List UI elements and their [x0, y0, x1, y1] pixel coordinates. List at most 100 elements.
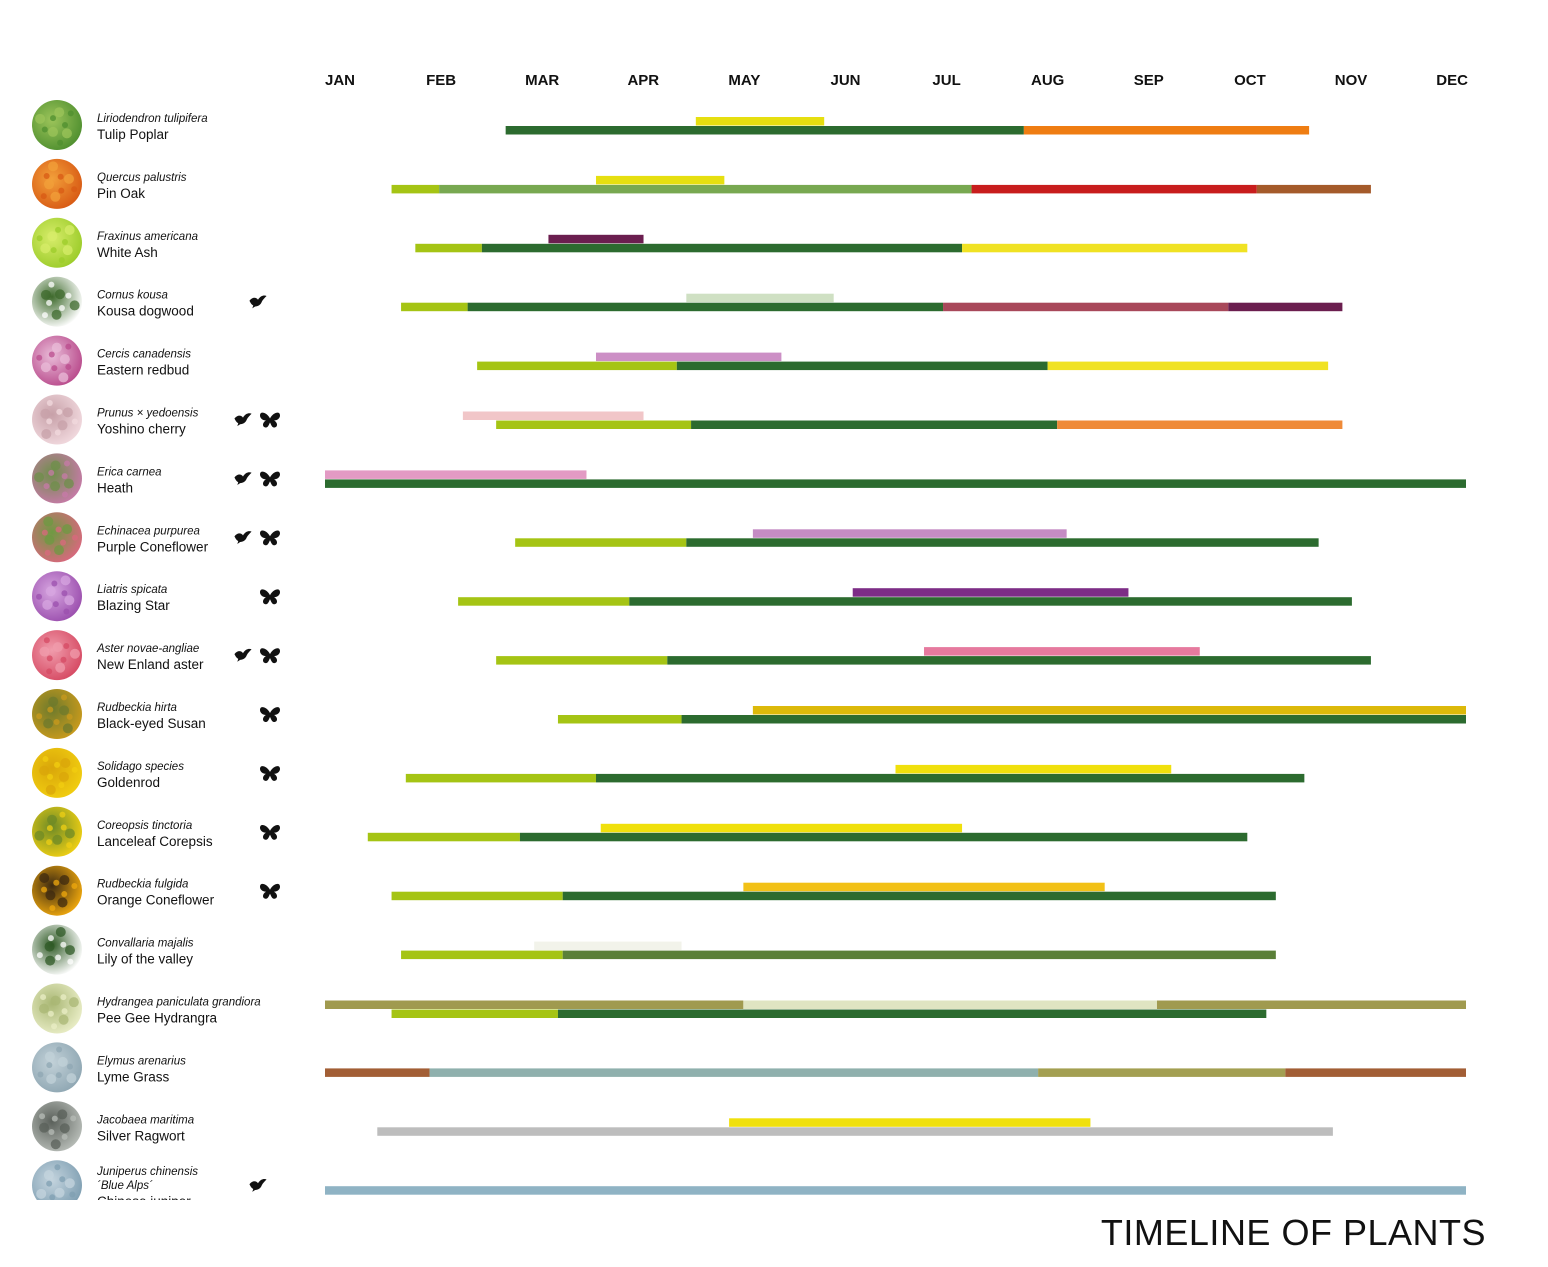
bloom-bar [534, 941, 682, 951]
foliage-bar [391, 891, 563, 901]
plant-photo [32, 512, 82, 563]
plant-row: Hydrangea paniculata grandiora Pee Gee Hy… [32, 983, 261, 1034]
bloom-bar [462, 411, 644, 420]
plant-row: Liatris spicata Blazing Star [32, 571, 280, 622]
foliage-bar [515, 538, 687, 547]
month-axis: JAN FEB MAR APR MAY JUN JUL AUG SEP OCT NOV DEC [325, 72, 1468, 89]
common-name: Lyme Grass [97, 1069, 170, 1084]
timeline-bars [477, 352, 1329, 371]
bloom-bar [743, 882, 1105, 892]
common-name: Eastern redbud [97, 363, 189, 378]
foliage-bar [325, 1186, 1466, 1195]
scientific-name: Liriodendron tulipifera [97, 113, 208, 125]
common-name: Silver Ragwort [97, 1128, 185, 1143]
month-label-nov: NOV [1335, 72, 1368, 89]
foliage-bar [367, 832, 520, 842]
scientific-name: Liatris spicata [97, 584, 167, 596]
wildlife-icons [260, 766, 280, 781]
plant-photo [32, 571, 82, 622]
foliage-bar [691, 420, 1058, 429]
common-name: Blazing Star [97, 598, 170, 613]
foliage-bar [467, 302, 944, 312]
bloom-bar [743, 1000, 1157, 1009]
chart-title: TIMELINE OF PLANTS [1100, 1212, 1486, 1253]
plant-photo [32, 689, 82, 739]
common-name: Purple Coneflower [97, 539, 209, 554]
plant-photo [32, 100, 82, 150]
foliage-bar [481, 243, 963, 253]
plant-row: Rudbeckia hirta Black-eyed Susan [32, 689, 280, 739]
plant-photo [32, 983, 82, 1034]
scientific-name: Hydrangea paniculata grandiora [97, 997, 261, 1009]
common-name: Tulip Poplar [97, 127, 169, 142]
bloom-bar [852, 588, 1129, 597]
butterfly-icon [260, 471, 280, 487]
butterfly-icon [260, 412, 280, 428]
plant-photo [32, 1160, 82, 1200]
plant-photo [32, 276, 82, 327]
foliage-bar [562, 891, 1276, 901]
scientific-name: ´Blue Alps´ [97, 1180, 153, 1192]
foliage-bar [562, 950, 1276, 960]
plant-row: Cercis canadensis Eastern redbud [32, 335, 191, 386]
bloom-bar [600, 823, 963, 833]
plant-row: Convallaria majalis Lily of the valley [32, 924, 194, 975]
foliage-bar [391, 184, 440, 194]
month-label-mar: MAR [525, 72, 559, 89]
scientific-name: Coreopsis tinctoria [97, 820, 192, 832]
plant-row: Juniperus chinensis ´Blue Alps´ Chinese ju… [32, 1160, 267, 1200]
plant-photo [32, 335, 82, 386]
foliage-bar [971, 184, 1257, 194]
foliage-bar [439, 184, 972, 194]
plant-row: Quercus palustris Pin Oak [32, 158, 187, 209]
foliage-bar [505, 126, 1024, 135]
plant-row: Solidago species Goldenrod [32, 747, 280, 798]
foliage-bar [1038, 1068, 1286, 1077]
foliage-bar [1285, 1068, 1466, 1077]
plant-photo [32, 394, 82, 445]
plant-row: Fraxinus americana White Ash [32, 217, 198, 268]
wildlife-icons [234, 648, 280, 664]
plant-row: Erica carnea Heath [32, 453, 280, 504]
timeline-bars [367, 823, 1248, 842]
bloom-bar [895, 764, 1172, 774]
foliage-bar [401, 302, 468, 312]
timeline-bars [458, 588, 1352, 606]
plant-photo [32, 630, 82, 681]
plant-row: Elymus arenarius Lyme Grass [32, 1042, 186, 1093]
timeline-bars [415, 234, 1248, 253]
foliage-bar [557, 1009, 1267, 1018]
plant-photo [32, 924, 82, 975]
foliage-bar [1228, 302, 1343, 312]
timeline-bars [505, 117, 1310, 135]
bird-icon [234, 531, 252, 544]
plant-row: Coreopsis tinctoria Lanceleaf Corepsis [32, 806, 280, 857]
scientific-name: Jacobaea maritima [96, 1114, 194, 1126]
timeline-bars [557, 706, 1466, 724]
bloom-bar [924, 647, 1200, 656]
bird-icon [234, 648, 252, 662]
wildlife-icons [260, 589, 280, 605]
bloom-bar [1156, 1000, 1466, 1009]
timeline-bars [496, 647, 1371, 665]
foliage-bar [681, 715, 1466, 724]
plant-row: Aster novae-angliae New Enland aster [32, 630, 280, 681]
plant-photo [32, 217, 82, 268]
foliage-bar [415, 243, 482, 253]
bird-icon [234, 472, 252, 486]
foliage-bar [1023, 126, 1310, 135]
plant-photo [32, 1101, 82, 1152]
common-name: Pin Oak [97, 186, 145, 201]
bloom-bar [695, 117, 825, 126]
timeline-bars [462, 411, 1343, 429]
foliage-bar [943, 302, 1229, 312]
foliage-bar [629, 597, 1352, 606]
month-label-feb: FEB [426, 72, 456, 89]
foliage-bar [686, 538, 1319, 547]
plant-photo [32, 158, 82, 209]
month-label-jan: JAN [325, 72, 355, 89]
timeline-bars [391, 882, 1276, 901]
month-label-dec: DEC [1436, 72, 1468, 89]
timeline-bars [325, 1186, 1466, 1195]
common-name: Kousa dogwood [97, 304, 194, 319]
